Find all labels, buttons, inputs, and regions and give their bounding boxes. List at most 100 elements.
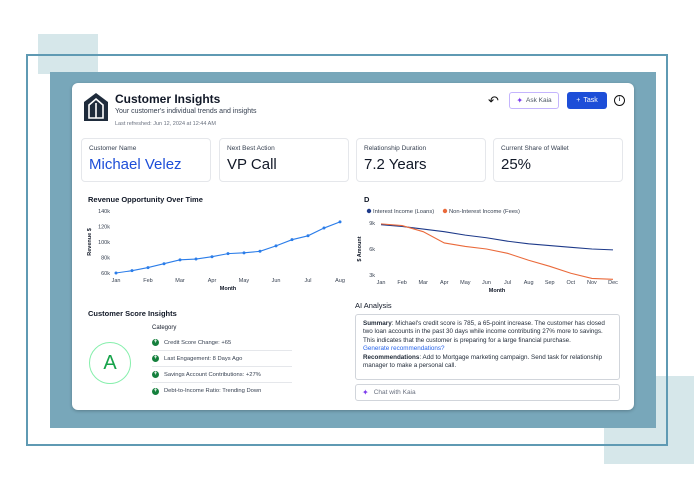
score-insights-title: Customer Score Insights [88,309,177,318]
info-icon[interactable]: i [614,95,625,106]
y-tick-label: 6k [369,247,375,253]
revenue-data-point [226,252,230,256]
x-tick-label: Apr [440,280,449,286]
ai-analysis-title: AI Analysis [355,301,392,310]
generate-recommendations-link[interactable]: Generate recommendations? [363,345,445,353]
x-tick-label: Jul [304,278,311,284]
x-tick-label: Aug [335,278,345,284]
add-task-button[interactable]: + Task [567,92,607,109]
legend-label: Non-Interest Income (Fees) [449,209,520,215]
x-axis-title: Month [489,288,506,293]
revenue-data-point [306,234,310,238]
score-item-label: Debt-to-Income Ratio: Trending Down [164,388,262,394]
metric-relationship-duration: Relationship Duration 7.2 Years [356,138,486,182]
revenue-data-point [178,258,182,262]
recommendations-label: Recommendations [363,353,420,361]
x-tick-label: Apr [208,278,217,284]
page-title: Customer Insights [115,92,221,106]
revenue-data-point [130,269,134,273]
ask-kaia-label: Ask Kaia [526,97,552,104]
summary-text: : Michael's credit score is 785, a 65-po… [363,320,605,344]
x-tick-label: Mar [175,278,185,284]
revenue-data-point [146,266,150,270]
legend-marker [366,208,372,214]
revenue-data-point [322,226,326,230]
plus-circle-icon: + [152,371,159,378]
legend-label: Interest Income (Loans) [373,209,434,215]
metric-customer-name: Customer Name Michael Velez [81,138,211,182]
y-tick-label: 80k [101,256,110,262]
income-chart-title: D [364,195,370,204]
x-tick-label: May [239,278,250,284]
revenue-chart-title: Revenue Opportunity Over Time [88,195,203,204]
score-item: + Credit Score Change: +65 [152,335,292,351]
revenue-data-point [242,251,246,255]
x-tick-label: Dec [608,280,618,286]
ask-kaia-button[interactable]: ✦ Ask Kaia [509,92,559,109]
metric-value: 25% [501,156,532,173]
score-item: + Debt-to-Income Ratio: Trending Down [152,383,292,399]
revenue-data-point [162,262,166,266]
interest-income-line [380,224,614,251]
metric-value: 7.2 Years [364,156,427,173]
revenue-data-point [210,255,214,259]
non-interest-income-line [380,223,614,280]
income-chart: Interest Income (Loans) Non-Interest Inco… [357,208,618,293]
chat-placeholder: Chat with Kaia [373,389,416,396]
last-refreshed-text: Last refreshed: Jun 12, 2024 at 12:44 AM [115,121,216,127]
plus-icon: + [576,97,581,104]
y-tick-label: 140k [98,209,110,215]
sparkle-icon: ✦ [362,388,369,397]
revenue-data-point [114,271,118,275]
x-tick-label: Feb [397,280,406,286]
customer-insights-card: Customer Insights Your customer's indivi… [72,83,634,410]
legend-marker [442,208,448,214]
y-tick-label: 9k [369,221,375,227]
x-tick-label: Jul [504,280,511,286]
x-tick-label: Jun [272,278,281,284]
plus-circle-icon: + [152,355,159,362]
x-axis-title: Month [220,286,237,292]
metric-value: VP Call [227,156,277,173]
x-tick-label: Sep [545,280,555,286]
revenue-data-point [258,249,262,253]
revenue-data-point [274,244,278,248]
brand-logo-icon [84,93,108,121]
x-tick-label: Oct [567,280,576,286]
task-label: Task [583,97,598,104]
y-axis-title: $ Amount [357,236,363,261]
metric-label: Current Share of Wallet [501,145,569,152]
y-axis-title: Revenue $ [87,228,93,256]
score-item: + Savings Account Contributions: +27% [152,367,292,383]
sparkle-icon: ✦ [516,96,524,105]
ai-analysis-box: Summary: Michael's credit score is 785, … [355,314,620,380]
page-subtitle: Your customer's individual trends and in… [115,108,257,115]
chat-input[interactable]: ✦ Chat with Kaia [355,384,620,401]
summary-label: Summary [363,320,392,327]
decorative-frame [26,54,668,446]
x-tick-label: Jan [377,280,386,286]
y-tick-label: 60k [101,271,110,277]
metric-share-of-wallet: Current Share of Wallet 25% [493,138,623,182]
revenue-data-point [290,238,294,242]
x-tick-label: Jun [482,280,491,286]
x-tick-label: Jan [112,278,121,284]
x-tick-label: Nov [587,280,597,286]
metric-label: Customer Name [89,145,137,152]
x-tick-label: May [460,280,471,286]
metric-next-best-action: Next Best Action VP Call [219,138,349,182]
category-header: Category [152,325,177,331]
y-tick-label: 120k [98,225,110,231]
plus-circle-icon: + [152,387,159,395]
x-tick-label: Mar [418,280,428,286]
revenue-data-point [194,257,198,261]
revenue-series-line [115,221,341,274]
score-item-label: Credit Score Change: +65 [164,339,232,346]
y-tick-label: 3k [369,273,375,279]
y-tick-label: 100k [98,240,110,246]
plus-circle-icon: + [152,339,159,346]
metric-label: Relationship Duration [364,145,427,152]
recommendations-text: : Add to Mortgage marketing campaign. Se… [363,353,603,370]
undo-icon[interactable]: ↶ [488,93,499,108]
